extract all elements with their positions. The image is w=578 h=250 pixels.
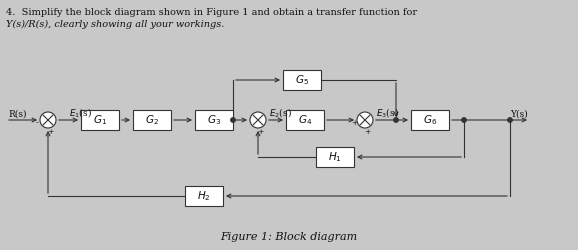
Text: Figure 1: Block diagram: Figure 1: Block diagram [220, 232, 358, 242]
Text: Y(s)/R(s), clearly showing all your workings.: Y(s)/R(s), clearly showing all your work… [6, 20, 224, 29]
Text: $E_1$(s): $E_1$(s) [69, 106, 92, 119]
Bar [286, 110, 324, 130]
Text: $G_4$: $G_4$ [298, 113, 312, 127]
Circle shape [40, 112, 56, 128]
Text: Y(s): Y(s) [510, 110, 528, 119]
Text: R(s): R(s) [9, 110, 27, 119]
Text: +: + [364, 128, 370, 136]
Text: $H_2$: $H_2$ [197, 189, 211, 203]
Bar [133, 110, 171, 130]
Text: $G_3$: $G_3$ [207, 113, 221, 127]
Circle shape [231, 118, 235, 122]
Text: $G_2$: $G_2$ [145, 113, 159, 127]
Text: $G_6$: $G_6$ [423, 113, 437, 127]
Circle shape [357, 112, 373, 128]
Circle shape [508, 118, 512, 122]
Text: $E_3$(s): $E_3$(s) [376, 106, 399, 119]
Circle shape [250, 112, 266, 128]
Text: +: + [257, 128, 263, 136]
Bar [316, 147, 354, 167]
Bar [195, 110, 233, 130]
Bar [185, 186, 223, 206]
Circle shape [394, 118, 398, 122]
Text: $G_5$: $G_5$ [295, 73, 309, 87]
Bar [283, 70, 321, 90]
Text: +: + [351, 119, 357, 127]
Text: -: - [36, 119, 39, 127]
Text: 4.  Simplify the block diagram shown in Figure 1 and obtain a transfer function : 4. Simplify the block diagram shown in F… [6, 8, 417, 17]
Circle shape [462, 118, 466, 122]
Text: +: + [47, 128, 53, 136]
Bar [411, 110, 449, 130]
Text: $G_1$: $G_1$ [93, 113, 107, 127]
Bar [81, 110, 119, 130]
Text: $E_2$(s): $E_2$(s) [269, 106, 292, 119]
Text: $H_1$: $H_1$ [328, 150, 342, 164]
